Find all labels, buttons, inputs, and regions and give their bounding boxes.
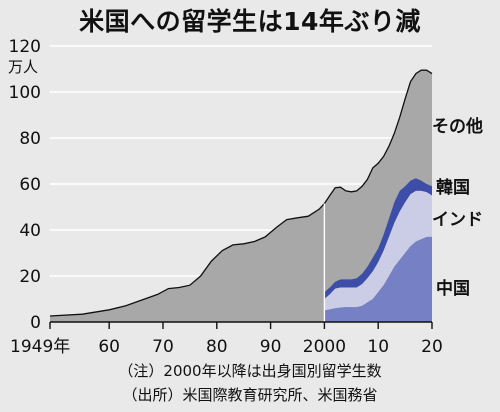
y-tick-label: 40 [19, 221, 41, 241]
y-tick-label: 0 [30, 313, 41, 333]
area-total [50, 70, 432, 322]
x-tick-label: 2000 [303, 337, 346, 357]
y-tick-label: 120 [9, 37, 41, 57]
chart-source: （出所）米国際教育研究所、米国務省 [122, 386, 378, 404]
x-tick-label: 10 [367, 337, 389, 357]
chart-note: （注）2000年以降は出身国別留学生数 [118, 362, 382, 380]
x-tick-label: 70 [152, 337, 174, 357]
area-china [324, 236, 432, 322]
x-tick-label: 80 [206, 337, 228, 357]
x-tick-label: 20 [421, 337, 443, 357]
y-tick-label: 60 [19, 175, 41, 195]
x-tick-label: 60 [98, 337, 120, 357]
x-tick-label: 90 [260, 337, 282, 357]
chart-title: 米国への留学生は14年ぶり減 [79, 7, 421, 36]
y-tick-label: 20 [19, 267, 41, 287]
series-label: 韓国 [436, 177, 470, 198]
y-tick-label: 100 [9, 83, 41, 103]
series-label: インド [432, 210, 483, 230]
y-unit-label: 万人 [8, 58, 38, 76]
y-tick-label: 80 [19, 129, 41, 149]
line-total [49, 69, 433, 317]
series-label: 中国 [436, 278, 470, 299]
x-tick-label: 1949年 [10, 337, 70, 357]
series-label: その他 [432, 116, 483, 137]
area-india [324, 190, 432, 311]
area-korea [324, 178, 432, 299]
